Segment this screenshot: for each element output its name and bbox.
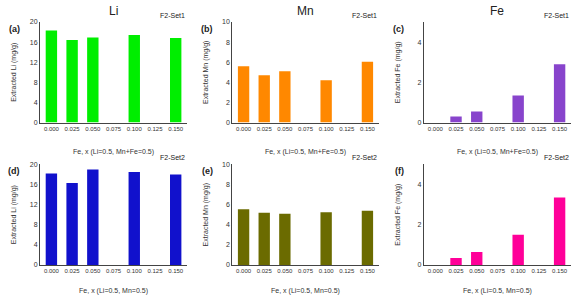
svg-text:Extracted Mn (mg/g): Extracted Mn (mg/g) [202,183,210,246]
svg-text:0.050: 0.050 [277,126,293,132]
svg-text:0.075: 0.075 [298,126,314,132]
svg-text:20: 20 [30,161,38,168]
svg-text:4: 4 [34,241,38,248]
svg-text:8: 8 [226,181,230,188]
svg-text:8: 8 [34,79,38,86]
svg-text:Extracted Fe (mg/g): Extracted Fe (mg/g) [394,41,402,103]
svg-text:4: 4 [34,99,38,106]
svg-text:(b): (b) [201,24,213,34]
svg-text:8: 8 [34,221,38,228]
svg-text:0.100: 0.100 [511,268,527,274]
svg-text:0.125: 0.125 [531,126,547,132]
svg-text:0.075: 0.075 [298,268,314,274]
svg-text:Fe, x (Li=0.5, Mn=0.5): Fe, x (Li=0.5, Mn=0.5) [463,287,532,295]
svg-text:0: 0 [418,261,422,268]
svg-text:0.075: 0.075 [490,126,506,132]
svg-text:Fe, x (Li=0.5, Mn=0.5): Fe, x (Li=0.5, Mn=0.5) [79,287,148,295]
svg-text:0.000: 0.000 [428,268,444,274]
svg-text:(d): (d) [8,166,20,176]
svg-text:F2-Set2: F2-Set2 [160,154,185,161]
svg-text:0.050: 0.050 [469,268,485,274]
svg-text:0.050: 0.050 [85,268,101,274]
svg-text:2: 2 [226,241,230,248]
svg-text:4: 4 [226,221,230,228]
svg-text:10: 10 [222,161,230,168]
svg-text:0.100: 0.100 [319,126,335,132]
svg-text:4: 4 [418,181,422,188]
svg-text:0.125: 0.125 [339,126,355,132]
svg-text:0.100: 0.100 [127,268,143,274]
svg-text:0.150: 0.150 [168,126,184,132]
svg-text:Li: Li [109,4,118,18]
svg-text:(a): (a) [9,24,20,34]
svg-text:0.125: 0.125 [147,126,163,132]
svg-text:4: 4 [418,39,422,46]
svg-text:0.125: 0.125 [531,268,547,274]
svg-text:F2-Set1: F2-Set1 [352,12,377,19]
svg-text:0.125: 0.125 [339,268,355,274]
svg-text:Fe, x (Li=0.5, Mn+Fe=0.5): Fe, x (Li=0.5, Mn+Fe=0.5) [457,148,538,156]
svg-text:12: 12 [30,201,38,208]
svg-text:0.150: 0.150 [168,268,184,274]
svg-text:0.025: 0.025 [257,126,273,132]
svg-text:0.150: 0.150 [360,268,376,274]
svg-text:0: 0 [34,261,38,268]
svg-text:0.000: 0.000 [236,126,252,132]
svg-text:Fe, x (Li=0.5, Mn=0.5): Fe, x (Li=0.5, Mn=0.5) [271,287,340,295]
svg-text:0.075: 0.075 [106,126,122,132]
svg-text:0: 0 [34,119,38,126]
svg-text:0.075: 0.075 [106,268,122,274]
svg-text:0.150: 0.150 [360,126,376,132]
svg-text:0.150: 0.150 [552,126,568,132]
svg-text:0.000: 0.000 [428,126,444,132]
svg-text:Extracted Li (mg/g): Extracted Li (mg/g) [10,185,18,244]
svg-text:0.100: 0.100 [127,126,143,132]
svg-text:Extracted Fe (mg/g): Extracted Fe (mg/g) [394,184,402,246]
svg-text:0.000: 0.000 [44,126,60,132]
svg-text:(c): (c) [393,24,404,34]
svg-text:8: 8 [226,39,230,46]
svg-text:(e): (e) [202,166,213,176]
svg-text:(f): (f) [395,166,404,176]
svg-text:0.000: 0.000 [44,268,60,274]
svg-text:0.125: 0.125 [147,268,163,274]
svg-text:0.150: 0.150 [552,268,568,274]
svg-text:0: 0 [226,119,230,126]
svg-text:0.050: 0.050 [469,126,485,132]
svg-text:Fe: Fe [490,4,504,18]
svg-text:16: 16 [30,181,38,188]
svg-text:0.075: 0.075 [490,268,506,274]
svg-text:20: 20 [30,18,38,25]
svg-text:2: 2 [418,79,422,86]
svg-text:F2-Set1: F2-Set1 [160,12,185,19]
svg-text:16: 16 [30,39,38,46]
svg-text:6: 6 [226,201,230,208]
svg-text:0.100: 0.100 [511,126,527,132]
svg-text:0.000: 0.000 [236,268,252,274]
svg-text:0: 0 [418,119,422,126]
svg-text:0.025: 0.025 [449,268,465,274]
svg-text:10: 10 [222,18,230,25]
svg-text:Fe, x (Li=0.5, Mn+Fe=0.5): Fe, x (Li=0.5, Mn+Fe=0.5) [265,148,346,156]
svg-text:Extracted Mn (mg/g): Extracted Mn (mg/g) [202,41,210,104]
svg-text:F2-Set2: F2-Set2 [352,154,377,161]
svg-text:Mn: Mn [297,4,314,18]
svg-text:4: 4 [226,79,230,86]
svg-text:0.050: 0.050 [85,126,101,132]
svg-text:6: 6 [226,59,230,66]
svg-text:0.025: 0.025 [65,126,81,132]
svg-text:0: 0 [226,261,230,268]
svg-text:2: 2 [226,99,230,106]
svg-text:F2-Set2: F2-Set2 [544,154,569,161]
svg-text:F2-Set1: F2-Set1 [544,12,569,19]
svg-text:Fe, x (Li=0.5, Mn+Fe=0.5): Fe, x (Li=0.5, Mn+Fe=0.5) [73,148,154,156]
svg-text:0.025: 0.025 [65,268,81,274]
svg-text:0.100: 0.100 [319,268,335,274]
svg-text:Extracted Li (mg/g): Extracted Li (mg/g) [10,43,18,102]
svg-text:2: 2 [418,221,422,228]
svg-text:0.025: 0.025 [449,126,465,132]
svg-text:0.050: 0.050 [277,268,293,274]
svg-text:12: 12 [30,59,38,66]
svg-text:0.025: 0.025 [257,268,273,274]
